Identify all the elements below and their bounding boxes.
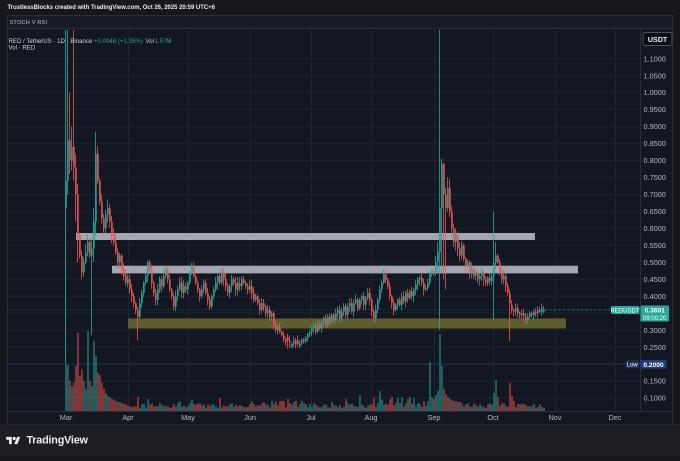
svg-text:0.5500: 0.5500 (644, 241, 666, 250)
svg-text:0.1500: 0.1500 (644, 377, 666, 386)
svg-text:0.7000: 0.7000 (644, 190, 666, 199)
svg-text:Aug: Aug (365, 413, 378, 422)
svg-text:Low: Low (627, 363, 639, 369)
svg-text:0.5000: 0.5000 (644, 258, 666, 267)
svg-text:Jun: Jun (244, 413, 256, 422)
svg-text:0.2000: 0.2000 (643, 362, 664, 369)
svg-text:09:00:20: 09:00:20 (643, 316, 667, 322)
svg-text:Sep: Sep (428, 413, 441, 422)
svg-text:0.6500: 0.6500 (644, 207, 666, 216)
svg-text:TrustlessBlocks created with T: TrustlessBlocks created with TradingView… (8, 5, 216, 11)
svg-text:May: May (181, 413, 195, 422)
svg-text:Dec: Dec (609, 413, 622, 422)
svg-text:STOCH V RSI: STOCH V RSI (10, 20, 48, 26)
svg-text:Vol · RED: Vol · RED (9, 44, 36, 51)
svg-text:TradingView: TradingView (27, 435, 89, 447)
svg-text:0.3000: 0.3000 (644, 326, 666, 335)
svg-text:Nov: Nov (549, 413, 562, 422)
svg-text:0.8500: 0.8500 (644, 139, 666, 148)
svg-text:0.4000: 0.4000 (644, 292, 666, 301)
svg-text:Oct: Oct (487, 413, 498, 422)
svg-text:USDT: USDT (648, 35, 668, 44)
svg-text:0.9500: 0.9500 (644, 105, 666, 114)
svg-text:0.2500: 0.2500 (644, 343, 666, 352)
svg-text:0.8000: 0.8000 (644, 156, 666, 165)
svg-text:0.6000: 0.6000 (644, 224, 666, 233)
svg-text:1.0000: 1.0000 (644, 88, 666, 97)
svg-text:0.3601: 0.3601 (645, 307, 666, 314)
svg-text:Mar: Mar (60, 413, 73, 422)
svg-text:1.1000: 1.1000 (644, 54, 666, 63)
svg-text:0.4500: 0.4500 (644, 275, 666, 284)
svg-text:0.7500: 0.7500 (644, 173, 666, 182)
svg-text:0.9000: 0.9000 (644, 122, 666, 131)
svg-text:REDUSDT: REDUSDT (610, 308, 639, 314)
svg-text:Jul: Jul (306, 413, 316, 422)
svg-text:RED / TetherUS · 1D · Binance+: RED / TetherUS · 1D · Binance +0.0048 (+1… (9, 38, 172, 45)
svg-text:1.0500: 1.0500 (644, 71, 666, 80)
svg-text:Apr: Apr (122, 413, 134, 422)
svg-text:0.1000: 0.1000 (644, 394, 666, 403)
